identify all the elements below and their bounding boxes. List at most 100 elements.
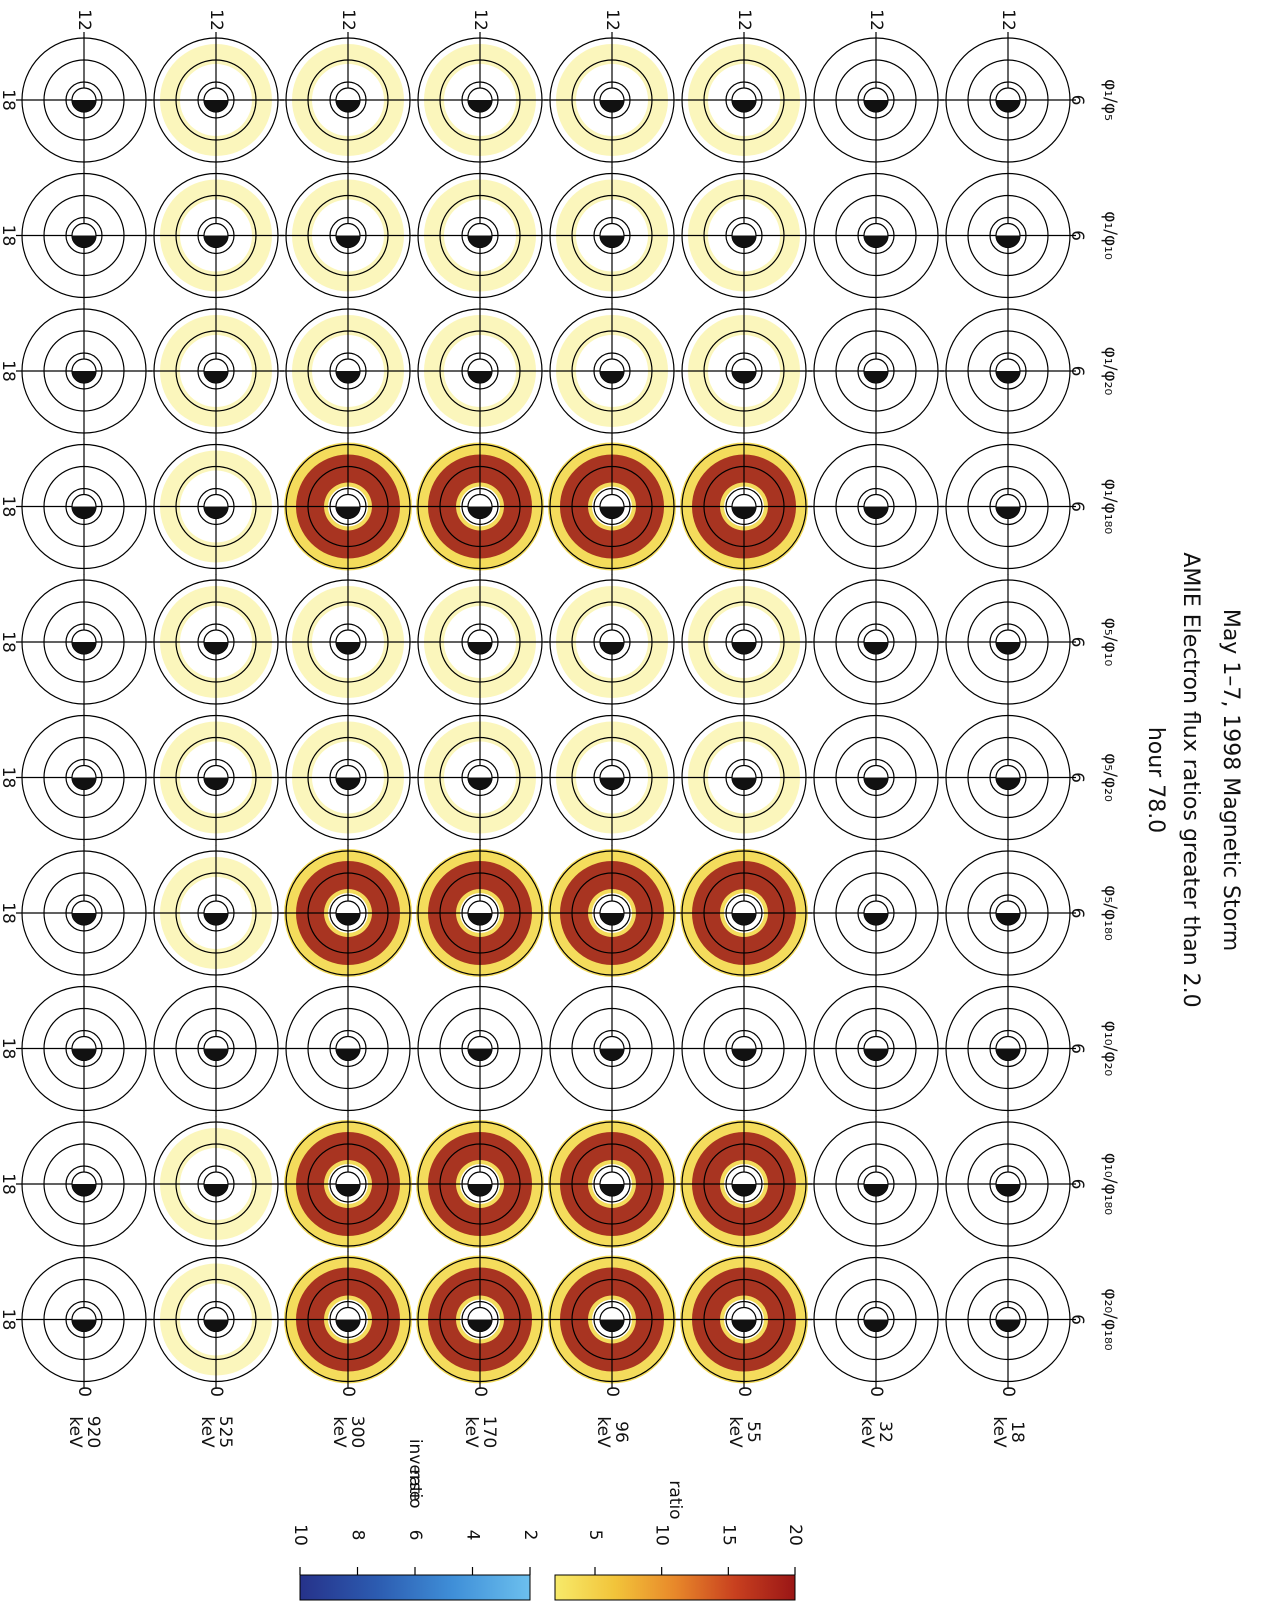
earth-night	[468, 1048, 492, 1061]
earth-night	[336, 371, 360, 383]
earth-night	[600, 642, 624, 654]
earth-night	[468, 235, 492, 248]
mlt-label: 12	[470, 9, 490, 31]
mlt-label: 0	[866, 1386, 886, 1397]
flux-region	[296, 454, 400, 559]
earth-night	[468, 371, 492, 383]
flux-region	[560, 861, 664, 965]
flux-region	[560, 1267, 664, 1372]
energy-label: 170	[479, 1416, 499, 1448]
earth-night	[600, 777, 624, 790]
chart-title: May 1–7, 1998 Magnetic Storm	[1218, 609, 1243, 951]
mlt-label: 18	[0, 767, 18, 789]
energy-unit: keV	[65, 1416, 85, 1448]
earth-night	[996, 642, 1020, 654]
flux-region	[692, 454, 796, 559]
earth-night	[864, 235, 888, 248]
earth-night	[468, 1319, 492, 1332]
earth-night	[204, 1184, 228, 1196]
earth-night	[336, 235, 360, 248]
earth-night	[996, 1048, 1020, 1061]
mlt-label: 18	[0, 902, 18, 924]
earth-night	[468, 1184, 492, 1196]
earth-night	[204, 642, 228, 654]
earth-night	[732, 1184, 756, 1196]
mlt-label: 12	[866, 9, 886, 31]
energy-label: 525	[215, 1416, 235, 1448]
earth-night	[600, 235, 624, 248]
earth-night	[996, 913, 1020, 925]
earth-night	[204, 100, 228, 112]
earth-night	[72, 371, 96, 383]
earth-night	[468, 642, 492, 654]
earth-night	[600, 1048, 624, 1061]
flux-region	[692, 861, 796, 965]
earth-night	[996, 1319, 1020, 1332]
earth-night	[732, 1319, 756, 1332]
column-header: φ₂₀/φ₁₈₀	[1100, 1288, 1120, 1350]
colorbar-tick-label: 10	[652, 1524, 672, 1546]
mlt-label: 18	[0, 225, 18, 247]
mlt-label: 6	[1067, 95, 1087, 106]
colorbar-label: ratio	[665, 1480, 685, 1519]
mlt-label: 18	[0, 1309, 18, 1331]
earth-night	[864, 1319, 888, 1332]
earth-night	[600, 913, 624, 925]
earth-night	[996, 235, 1020, 248]
earth-night	[996, 506, 1020, 519]
earth-night	[732, 100, 756, 112]
energy-label: 920	[83, 1416, 103, 1448]
flux-region	[560, 1132, 664, 1236]
energy-label: 18	[1007, 1421, 1027, 1443]
column-header: φ₁/φ₅	[1100, 79, 1120, 121]
mlt-label: 6	[1067, 230, 1087, 241]
earth-night	[204, 1319, 228, 1332]
earth-night	[336, 1048, 360, 1061]
earth-night	[864, 1048, 888, 1061]
colorbar-tick-label: 10	[290, 1524, 310, 1546]
mlt-label: 6	[1067, 366, 1087, 377]
earth-night	[732, 506, 756, 519]
earth-night	[468, 506, 492, 519]
mlt-label: 18	[0, 631, 18, 653]
colorbar-label: inverse	[405, 1439, 425, 1501]
earth-night	[72, 100, 96, 112]
earth-night	[732, 1048, 756, 1061]
mlt-label: 0	[206, 1386, 226, 1397]
earth-night	[732, 913, 756, 925]
earth-night	[996, 777, 1020, 790]
earth-night	[204, 1048, 228, 1061]
mlt-label: 18	[0, 496, 18, 518]
earth-night	[72, 235, 96, 248]
earth-night	[336, 1184, 360, 1196]
energy-unit: keV	[329, 1416, 349, 1448]
earth-night	[72, 642, 96, 654]
flux-region	[296, 1132, 400, 1236]
earth-night	[732, 235, 756, 248]
flux-region	[296, 861, 400, 965]
energy-unit: keV	[857, 1416, 877, 1448]
mlt-label: 12	[734, 9, 754, 31]
energy-label: 300	[347, 1416, 367, 1448]
earth-night	[600, 100, 624, 112]
mlt-label: 12	[206, 9, 226, 31]
earth-night	[204, 506, 228, 519]
mlt-label: 6	[1067, 637, 1087, 648]
column-header: φ₅/φ₁₈₀	[1100, 885, 1120, 941]
earth-night	[600, 1319, 624, 1332]
earth-night	[336, 913, 360, 925]
earth-night	[996, 371, 1020, 383]
mlt-label: 18	[0, 1173, 18, 1195]
flux-region	[692, 1267, 796, 1372]
earth-night	[864, 642, 888, 654]
earth-night	[600, 371, 624, 383]
mlt-label: 0	[470, 1386, 490, 1397]
colorbar-tick-label: 8	[348, 1530, 368, 1541]
energy-label: 55	[743, 1421, 763, 1443]
mlt-label: 6	[1067, 501, 1087, 512]
figure: May 1–7, 1998 Magnetic Storm AMIE Electr…	[0, 9, 1243, 1601]
mlt-label: 12	[74, 9, 94, 31]
column-header: φ₁/φ₁₈₀	[1100, 479, 1120, 535]
earth-night	[468, 913, 492, 925]
earth-night	[72, 506, 96, 519]
